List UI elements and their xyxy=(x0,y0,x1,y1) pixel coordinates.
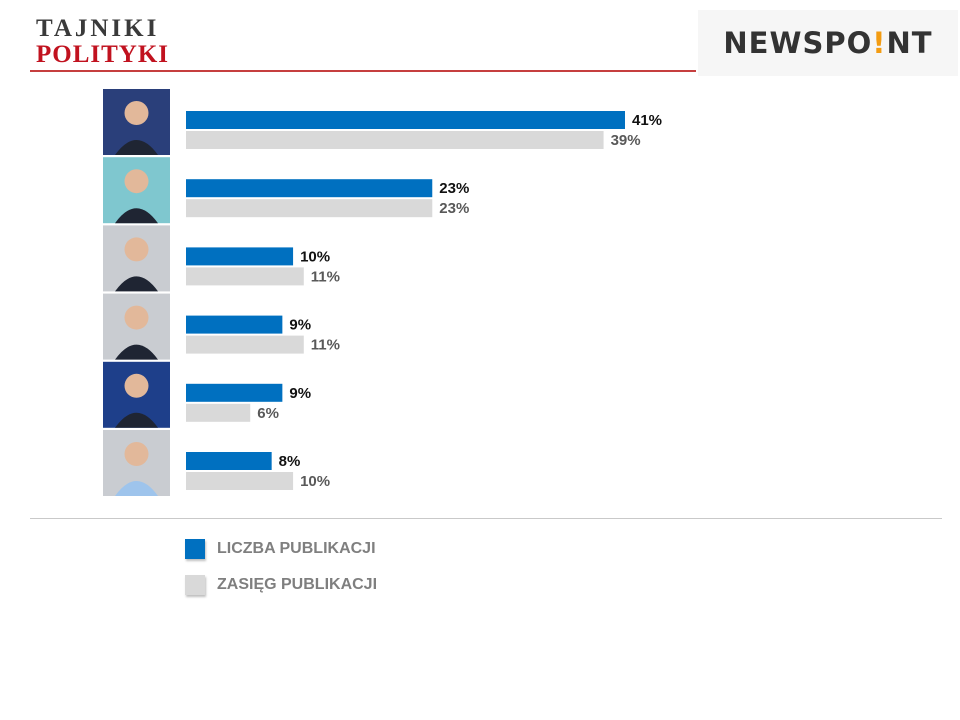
label-liczba-2: 23% xyxy=(439,180,469,197)
bar-liczba-2 xyxy=(186,179,433,198)
bar-liczba-4 xyxy=(186,315,283,334)
label-zasieg-5: 6% xyxy=(257,405,279,422)
bar-liczba-1 xyxy=(186,111,625,129)
bar-zasieg-6 xyxy=(186,472,294,490)
bar-chart: 41%39%23%23%10%11%9%11%9%6%8%10% xyxy=(103,89,662,496)
logo-left-line2: POLITYKI xyxy=(36,41,170,68)
header-rule xyxy=(30,70,696,72)
label-zasieg-1: 39% xyxy=(611,132,641,149)
candidate-5-portrait xyxy=(103,361,170,428)
candidate-4-portrait xyxy=(103,293,170,360)
label-zasieg-2: 23% xyxy=(439,200,469,217)
bar-zasieg-1 xyxy=(186,131,604,149)
bar-zasieg-5 xyxy=(186,403,251,422)
candidate-6-portrait xyxy=(103,430,170,496)
legend-item-zasieg: ZASIĘG PUBLIKACJI xyxy=(185,575,377,595)
legend-divider xyxy=(30,518,942,519)
bar-liczba-6 xyxy=(186,452,272,470)
logo-right-prefix: NEWSPO xyxy=(723,26,873,60)
logo-right-suffix: NT xyxy=(886,26,933,60)
label-liczba-6: 8% xyxy=(279,453,301,470)
label-liczba-4: 9% xyxy=(289,317,311,334)
newspoint-logo-text: NEWSPO!NT xyxy=(723,26,932,60)
logo-left-line1: TAJNIKI xyxy=(36,15,160,42)
candidate-3-portrait xyxy=(103,225,170,292)
legend-label-zasieg: ZASIĘG PUBLIKACJI xyxy=(217,576,378,593)
legend-item-liczba: LICZBA PUBLIKACJI xyxy=(185,539,376,559)
bar-zasieg-4 xyxy=(186,335,304,354)
label-zasieg-4: 11% xyxy=(311,337,340,354)
bar-zasieg-3 xyxy=(186,267,304,286)
label-liczba-1: 41% xyxy=(632,112,662,129)
bar-liczba-3 xyxy=(186,247,294,266)
candidate-2-portrait xyxy=(103,157,170,224)
bar-zasieg-2 xyxy=(186,199,433,218)
legend-label-liczba: LICZBA PUBLIKACJI xyxy=(217,540,376,557)
newspoint-logo: NEWSPO!NT xyxy=(698,10,958,76)
label-zasieg-3: 11% xyxy=(311,268,340,285)
tajniki-polityki-logo: TAJNIKI POLITYKI xyxy=(36,16,176,68)
legend-swatch-zasieg xyxy=(185,575,205,595)
candidate-1-portrait xyxy=(103,89,170,155)
label-liczba-5: 9% xyxy=(289,385,311,402)
bar-liczba-5 xyxy=(186,383,283,402)
label-zasieg-6: 10% xyxy=(300,473,330,490)
label-liczba-3: 10% xyxy=(300,248,330,265)
logo-right-dot: ! xyxy=(872,26,887,60)
legend-swatch-liczba xyxy=(185,539,205,559)
